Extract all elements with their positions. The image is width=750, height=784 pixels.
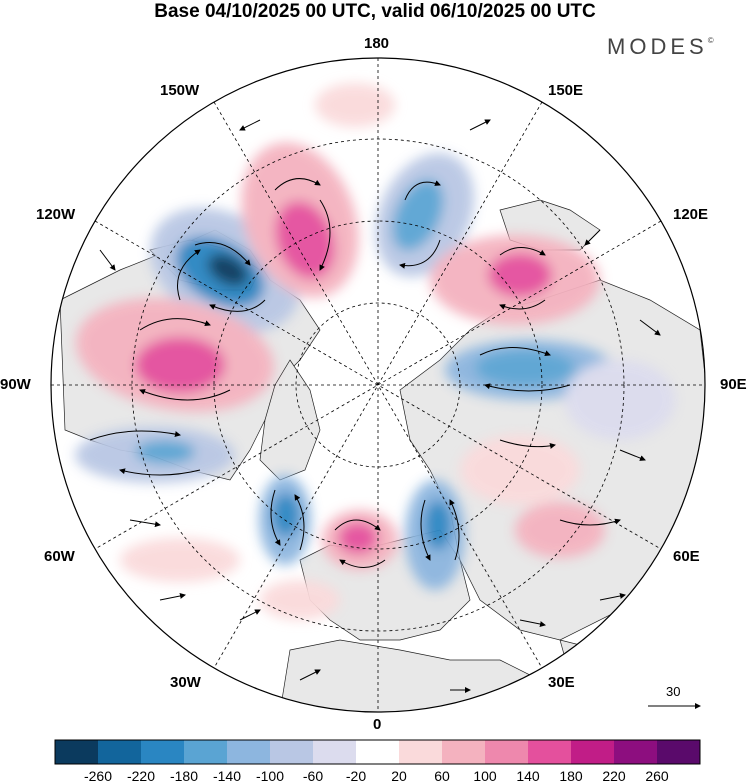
colorbar-swatch-10 [442,740,485,764]
colorbar-swatch-5 [227,740,270,764]
anomaly-negative-north-atlantic-core [272,493,300,537]
colorbar-swatch-13 [571,740,614,764]
colorbar-tick: 100 [473,768,497,784]
colorbar-tick: -60 [302,768,324,784]
colorbar-tick: 60 [434,768,450,784]
colorbar-swatch-6 [270,740,313,764]
colorbar-tick: 180 [559,768,583,784]
brand-mark: © [707,36,714,45]
colorbar-swatch-11 [485,740,528,764]
anomaly-negative-far-east [565,360,675,440]
colorbar-swatch-9 [399,740,442,764]
wind-vectors [89,119,661,693]
colorbar-tick: -140 [212,768,242,784]
brand-name: MODES [607,34,708,59]
modes-logo: MODES© [607,34,714,60]
colorbar-swatch-7 [313,740,356,764]
lon-label-90e: 90E [720,376,747,393]
colorbar-swatch-1 [55,740,98,764]
map-boundary [50,57,706,713]
lon-label-120w: 120W [36,206,76,223]
wind-reference-value: 30 [666,684,681,699]
anomaly-negative-central-asia-core [475,350,575,386]
colorbar-swatch-4 [184,740,227,764]
anomaly-negative-east-siberia-core [392,179,444,251]
lon-label-30w: 30W [170,674,201,691]
colorbar-swatch-2 [98,740,141,764]
anomaly-negative-europe-core [424,500,452,550]
anomaly-positive-bering-core [275,201,335,279]
colorbar-tick: 220 [602,768,626,784]
colorbar-tick: -100 [255,768,285,784]
lon-label-90w: 90W [0,376,31,393]
colorbar-swatch-14 [614,740,657,764]
colorbar-tick: -180 [169,768,199,784]
lon-label-0: 0 [373,716,382,733]
colorbar-swatch-12 [528,740,571,764]
anomaly-positive-siberia-core [488,253,552,297]
colorbar [54,739,701,765]
colorbar-tick: -220 [126,768,156,784]
anomaly-positive-central-asia-south [460,435,580,505]
lon-label-60e: 60E [673,548,700,565]
landmass-arabia [559,639,661,712]
anomaly-negative-atlantic-west-core [135,440,195,464]
lon-label-120e: 120E [673,206,709,223]
colorbar-swatch-8 [356,740,399,764]
colorbar-swatch-3 [141,740,184,764]
anomaly-positive-mediterranean [260,580,340,620]
lon-label-150w: 150W [160,82,200,99]
colorbar-tick: -260 [83,768,113,784]
anomaly-positive-pacific-tip [315,83,395,127]
map-disk [51,58,705,712]
anomaly-positive-uk-core [338,522,378,554]
colorbar-tick: 260 [645,768,669,784]
lon-label-30e: 30E [548,674,575,691]
map-title: Base 04/10/2025 00 UTC, valid 06/10/2025… [154,1,596,22]
lon-label-60w: 60W [44,548,75,565]
colorbar-tick: 140 [516,768,540,784]
lon-label-150e: 150E [548,82,584,99]
anomaly-positive-middle-east [515,502,605,558]
anomaly-negative-alaska-center [207,253,249,287]
graticule [51,58,705,712]
colorbar-tick: 20 [391,768,407,784]
colorbar-swatch-15 [657,740,700,764]
colorbar-tick: -20 [345,768,367,784]
lon-label-180: 180 [364,35,390,52]
anomaly-positive-canada-core [135,337,225,393]
anomaly-positive-atlantic-south [120,538,240,582]
